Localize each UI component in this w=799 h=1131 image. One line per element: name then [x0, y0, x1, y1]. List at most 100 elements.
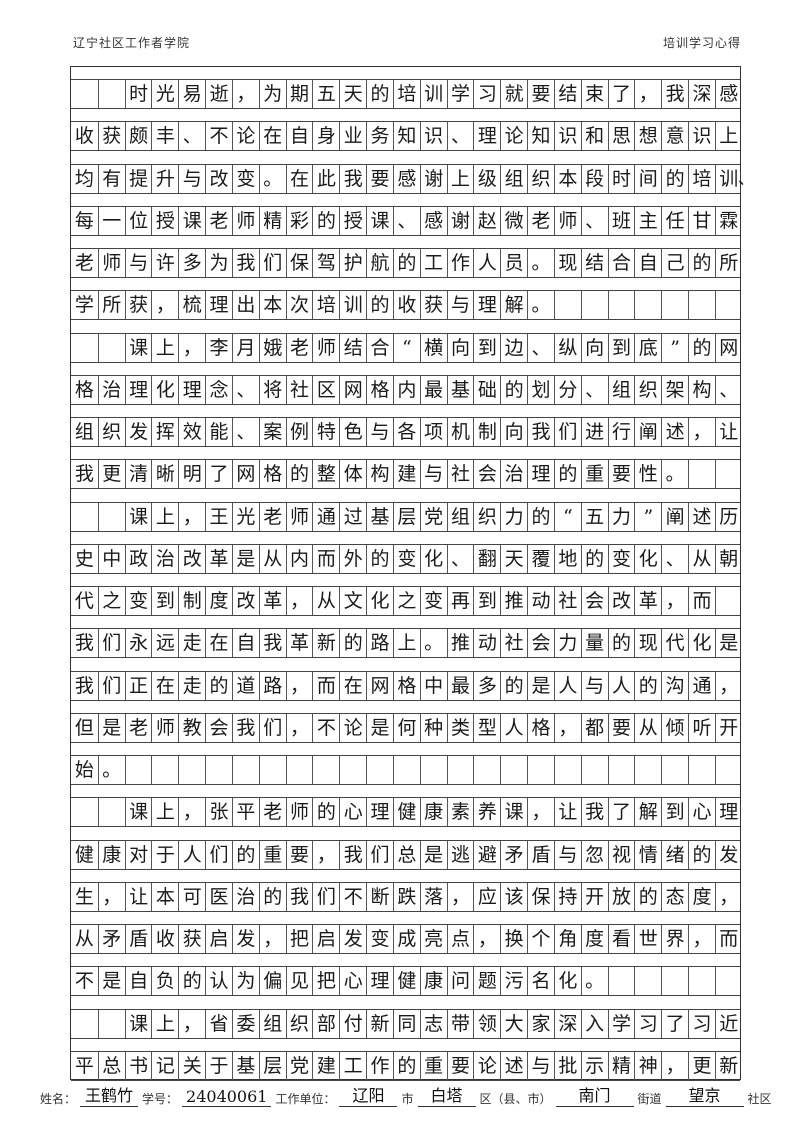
grid-cell: 度	[580, 925, 608, 953]
grid-cell: 革	[285, 629, 313, 658]
grid-cell: 束	[580, 80, 608, 108]
grid-cell: 解	[500, 291, 527, 320]
grid-cell: 发	[714, 840, 742, 869]
grid-cell: 识	[419, 122, 447, 151]
grid-cell: 制	[178, 587, 205, 615]
grid-cell: 偏	[258, 967, 286, 996]
grid-cell: 化	[151, 375, 178, 404]
grid-cell: 康	[419, 798, 447, 827]
grid-cell: 不	[74, 970, 94, 993]
grid-cell: 推	[500, 587, 527, 615]
grid-cell	[661, 291, 688, 320]
grid-cell	[285, 756, 313, 784]
grid-cell: 的	[366, 291, 393, 320]
grid-cell: 教	[178, 713, 205, 742]
text-line: 每一位授课老师精彩的授课、感谢赵微老师、班主任甘霖	[71, 205, 740, 236]
grid-cell: 。	[419, 629, 447, 658]
grid-cell: ，	[178, 798, 205, 827]
grid-cell: 务	[366, 122, 393, 151]
grid-cell: 的	[366, 80, 393, 108]
grid-cell: 学	[607, 1009, 635, 1038]
grid-cell: “	[392, 333, 420, 362]
grid-cell: 而	[312, 544, 339, 573]
grid-cell: 革	[634, 587, 661, 615]
grid-cell: 从	[688, 544, 715, 573]
grid-cell: 学	[74, 294, 94, 317]
grid-cell	[500, 756, 527, 784]
grid-cell: 都	[580, 713, 608, 742]
grid-cell: 深	[553, 1009, 581, 1038]
grid-cell: 将	[258, 375, 286, 404]
grid-cell	[97, 333, 125, 362]
grid-cell: 行	[607, 418, 635, 446]
grid-cell: 护	[339, 249, 366, 277]
grid-cell: 情	[634, 840, 661, 869]
grid-cell: 中	[97, 544, 125, 573]
grid-cell: 论	[473, 1051, 500, 1080]
grid-cell: 但	[74, 716, 94, 739]
text-line: 时光易逝，为期五天的培训学习就要结束了，我深感	[71, 79, 740, 109]
grid-cell: 李	[205, 333, 232, 362]
grid-cell: 能	[205, 418, 232, 446]
grid-cell: 五	[312, 80, 339, 108]
grid-cell: 课	[124, 333, 152, 362]
grid-cell: 之	[392, 587, 420, 615]
grid-cell: 谢	[419, 164, 447, 193]
grid-cell: 历	[714, 502, 742, 531]
grid-cell: 治	[151, 544, 178, 573]
grid-cell: 们	[366, 840, 393, 869]
grid-cell: 天	[500, 544, 527, 573]
grid-cell: 通	[312, 502, 339, 531]
grid-cell: 康	[419, 967, 447, 996]
grid-cell: 织	[97, 418, 125, 446]
grid-cell: 健	[392, 798, 420, 827]
grid-cell: 我	[339, 840, 366, 869]
grid-cell: 、	[527, 333, 554, 362]
grid-cell: 向	[580, 333, 608, 362]
grid-cell: 的	[366, 544, 393, 573]
grid-cell: 应	[473, 882, 500, 911]
grid-cell: 新	[312, 629, 339, 658]
unit-label: 工作单位：	[275, 1092, 336, 1106]
text-line: 代之变到制度改革，从文化之变再到推动社会改革，而	[71, 586, 740, 616]
grid-cell: 问	[446, 967, 474, 996]
grid-cell: 我	[74, 674, 94, 697]
grid-cell: ，	[97, 882, 125, 911]
grid-cell	[607, 967, 635, 996]
grid-cell: 人	[553, 671, 581, 700]
grid-cell: 保	[285, 249, 313, 277]
grid-cell	[634, 291, 661, 320]
grid-cell: 织	[473, 502, 500, 531]
grid-cell	[714, 291, 742, 320]
grid-cell: 的	[312, 798, 339, 827]
grid-cell: 组	[446, 502, 474, 531]
grid-cell: ，	[473, 925, 500, 953]
grid-cell: 我	[231, 713, 259, 742]
grid-cell: 大	[500, 1009, 527, 1038]
grid-cell: 光	[231, 502, 259, 531]
grid-cell: 们	[258, 249, 286, 277]
grid-cell	[688, 291, 715, 320]
grid-cell: 多	[473, 671, 500, 700]
grid-cell: 负	[151, 967, 178, 996]
grid-cell: 从	[258, 544, 286, 573]
grid-cell: 力	[500, 502, 527, 531]
grid-cell: 从	[312, 587, 339, 615]
grid-cell: 的	[607, 629, 635, 658]
grid-cell: 改	[231, 587, 259, 615]
grid-cell: 为	[258, 80, 286, 108]
grid-cell: ，	[688, 925, 715, 953]
grid-cell: 结	[580, 249, 608, 277]
grid-cell: ，	[285, 671, 313, 700]
grid-cell: 解	[634, 798, 661, 827]
grid-cell: 会	[205, 713, 232, 742]
grid-cell: 最	[446, 671, 474, 700]
grid-cell: 想	[634, 122, 661, 151]
grid-cell: 主	[634, 206, 661, 235]
grid-cell: 的	[258, 882, 286, 911]
grid-cell: 要	[607, 460, 635, 489]
grid-cell: 于	[205, 1051, 232, 1080]
grid-cell: 我	[74, 463, 94, 486]
grid-cell: 的	[178, 967, 205, 996]
grid-cell: 师	[553, 206, 581, 235]
